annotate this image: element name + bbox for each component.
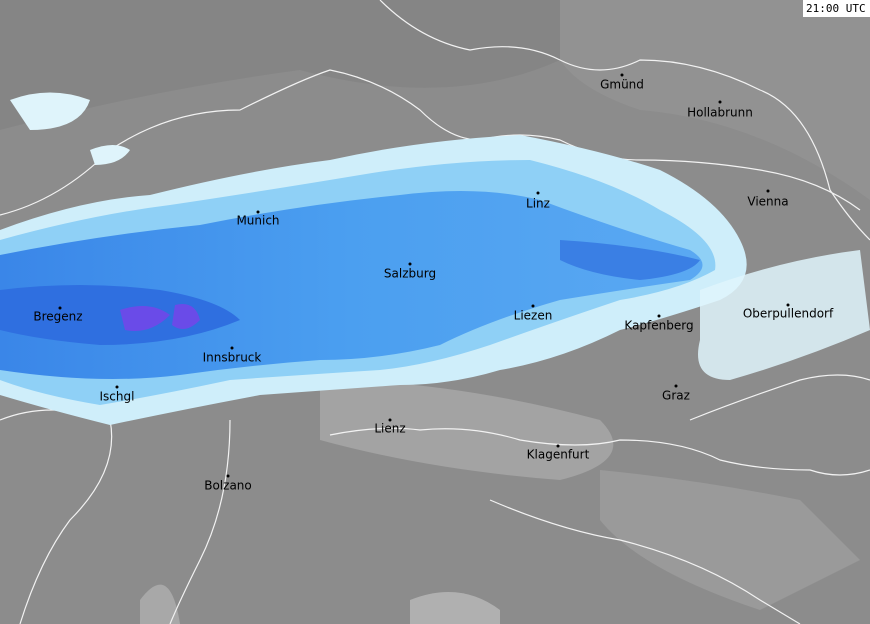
radar-echo-light bbox=[90, 145, 130, 165]
city-label: Innsbruck bbox=[203, 351, 262, 365]
timestamp-box bbox=[803, 0, 870, 17]
radar-echo-intense bbox=[0, 285, 240, 345]
border bbox=[19, 419, 113, 624]
city-label: Bolzano bbox=[204, 479, 252, 493]
city-label: Munich bbox=[236, 214, 279, 228]
city-label: Salzburg bbox=[384, 267, 436, 281]
city-layer: Gmünd Hollabrunn Linz Vienna Munich Salz… bbox=[33, 73, 834, 493]
city-label: Linz bbox=[526, 197, 550, 211]
terrain bbox=[0, 0, 560, 130]
city-dot bbox=[536, 191, 540, 195]
border bbox=[169, 419, 231, 624]
city-label: Graz bbox=[662, 389, 690, 403]
city-label: Klagenfurt bbox=[527, 448, 590, 462]
city-dot bbox=[58, 306, 62, 310]
city-dot bbox=[718, 100, 722, 104]
city-dot bbox=[388, 418, 392, 422]
radar-echo-light bbox=[10, 92, 90, 130]
border bbox=[0, 69, 861, 216]
border bbox=[689, 374, 870, 421]
terrain bbox=[560, 0, 870, 200]
city-label: Liezen bbox=[514, 309, 553, 323]
radar-echo-light bbox=[698, 250, 870, 380]
city-dot bbox=[408, 262, 412, 266]
radar-echo-extreme bbox=[120, 306, 170, 331]
city-label: Hollabrunn bbox=[687, 106, 753, 120]
city-label: Vienna bbox=[747, 195, 788, 209]
lake bbox=[410, 592, 500, 624]
radar-echo-extreme bbox=[172, 304, 200, 329]
city-label: Lienz bbox=[374, 422, 405, 436]
city-label: Oberpullendorf bbox=[743, 307, 834, 321]
city-dot bbox=[674, 384, 678, 388]
border bbox=[329, 427, 870, 476]
city-dot bbox=[256, 210, 260, 214]
radar-echo-intense bbox=[560, 240, 700, 280]
border bbox=[489, 499, 801, 624]
city-label: Gmünd bbox=[600, 78, 644, 92]
border bbox=[379, 0, 870, 241]
city-dot bbox=[766, 189, 770, 193]
city-label: Kapfenberg bbox=[624, 319, 693, 333]
lake bbox=[140, 584, 180, 624]
city-dot bbox=[226, 474, 230, 478]
city-dot bbox=[531, 304, 535, 308]
city-dot bbox=[230, 346, 234, 350]
city-label: Bregenz bbox=[33, 310, 82, 324]
city-dot bbox=[115, 385, 119, 389]
city-dot bbox=[620, 73, 624, 77]
city-label: Ischgl bbox=[100, 390, 135, 404]
timestamp: 21:00 UTC bbox=[806, 2, 866, 15]
city-dot bbox=[657, 314, 661, 318]
terrain bbox=[600, 470, 860, 610]
city-dot bbox=[556, 444, 560, 448]
city-dot bbox=[786, 303, 790, 307]
